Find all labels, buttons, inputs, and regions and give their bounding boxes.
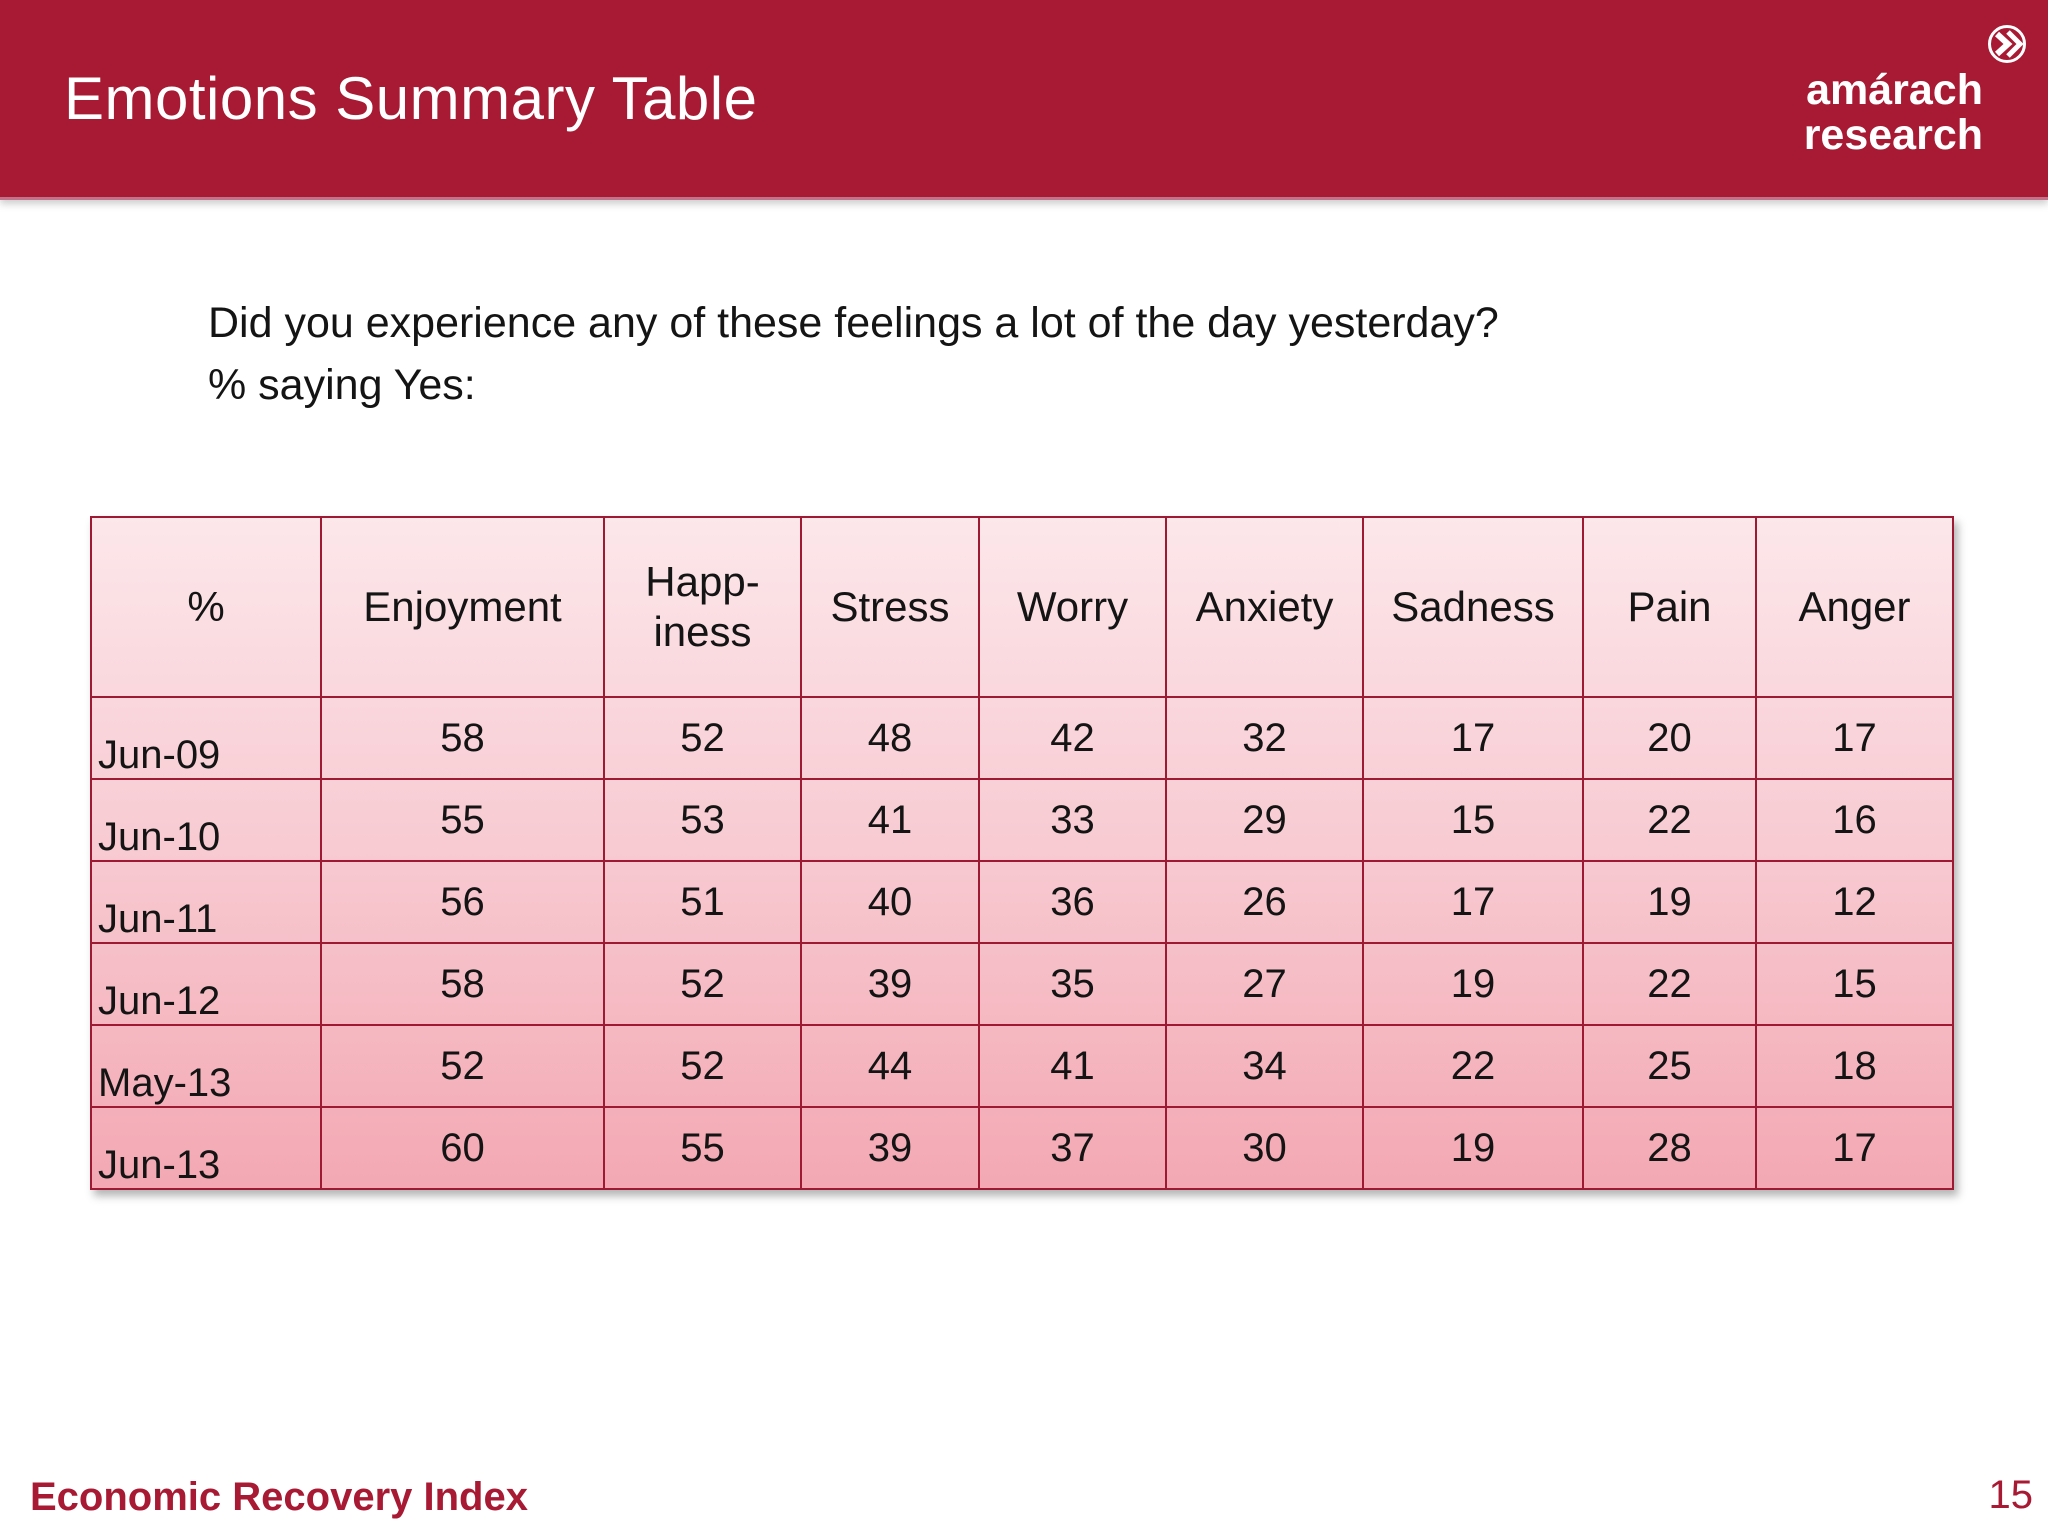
value-cell: 15 <box>1755 942 1954 1026</box>
row-label: May-13 <box>90 1024 322 1108</box>
value-cell: 58 <box>320 942 605 1026</box>
value-cell: 58 <box>320 696 605 780</box>
value-cell: 37 <box>978 1106 1167 1190</box>
value-cell: 56 <box>320 860 605 944</box>
col-header-enjoyment: Enjoyment <box>320 516 605 698</box>
col-header-anger: Anger <box>1755 516 1954 698</box>
value-cell: 25 <box>1582 1024 1757 1108</box>
logo-text: amárach research <box>1804 68 2028 158</box>
value-cell: 33 <box>978 778 1167 862</box>
table-row-jun-12: Jun-12 58 52 39 35 27 19 22 15 <box>90 942 1954 1026</box>
row-label: Jun-10 <box>90 778 322 862</box>
col-header-percent: % <box>90 516 322 698</box>
col-header-anxiety: Anxiety <box>1165 516 1364 698</box>
value-cell: 17 <box>1755 696 1954 780</box>
value-cell: 39 <box>800 942 980 1026</box>
value-cell: 19 <box>1362 942 1584 1026</box>
value-cell: 20 <box>1582 696 1757 780</box>
col-header-worry: Worry <box>978 516 1167 698</box>
value-cell: 40 <box>800 860 980 944</box>
value-cell: 28 <box>1582 1106 1757 1190</box>
value-cell: 29 <box>1165 778 1364 862</box>
value-cell: 22 <box>1362 1024 1584 1108</box>
value-cell: 19 <box>1362 1106 1584 1190</box>
value-cell: 41 <box>978 1024 1167 1108</box>
row-label: Jun-11 <box>90 860 322 944</box>
value-cell: 32 <box>1165 696 1364 780</box>
table-row-jun-13: Jun-13 60 55 39 37 30 19 28 17 <box>90 1106 1954 1190</box>
footer-title: Economic Recovery Index <box>30 1475 528 1519</box>
value-cell: 52 <box>320 1024 605 1108</box>
value-cell: 30 <box>1165 1106 1364 1190</box>
col-header-pain: Pain <box>1582 516 1757 698</box>
col-header-stress: Stress <box>800 516 980 698</box>
emotions-table: % Enjoyment Happ- iness Stress Worry Anx… <box>90 516 1954 1190</box>
value-cell: 27 <box>1165 942 1364 1026</box>
value-cell: 55 <box>320 778 605 862</box>
question-line-1: Did you experience any of these feelings… <box>208 299 1499 347</box>
logo-line-2: research <box>1803 111 1983 159</box>
value-cell: 17 <box>1755 1106 1954 1190</box>
value-cell: 18 <box>1755 1024 1954 1108</box>
value-cell: 15 <box>1362 778 1584 862</box>
value-cell: 26 <box>1165 860 1364 944</box>
value-cell: 36 <box>978 860 1167 944</box>
value-cell: 19 <box>1582 860 1757 944</box>
table-row-jun-10: Jun-10 55 53 41 33 29 15 22 16 <box>90 778 1954 862</box>
value-cell: 41 <box>800 778 980 862</box>
value-cell: 60 <box>320 1106 605 1190</box>
value-cell: 17 <box>1362 696 1584 780</box>
value-cell: 52 <box>603 942 802 1026</box>
col-header-sadness: Sadness <box>1362 516 1584 698</box>
double-chevron-right-circle-icon <box>1988 25 2026 63</box>
header-banner: Emotions Summary Table amárach research <box>0 0 2048 200</box>
value-cell: 12 <box>1755 860 1954 944</box>
value-cell: 53 <box>603 778 802 862</box>
table-row-may-13: May-13 52 52 44 41 34 22 25 18 <box>90 1024 1954 1108</box>
value-cell: 52 <box>603 696 802 780</box>
row-label: Jun-13 <box>90 1106 322 1190</box>
value-cell: 34 <box>1165 1024 1364 1108</box>
value-cell: 48 <box>800 696 980 780</box>
table-header-row: % Enjoyment Happ- iness Stress Worry Anx… <box>90 516 1954 698</box>
value-cell: 42 <box>978 696 1167 780</box>
question-line-2: % saying Yes: <box>208 361 476 409</box>
value-cell: 55 <box>603 1106 802 1190</box>
value-cell: 39 <box>800 1106 980 1190</box>
value-cell: 22 <box>1582 942 1757 1026</box>
slide-title: Emotions Summary Table <box>64 65 758 132</box>
table-row-jun-09: Jun-09 58 52 48 42 32 17 20 17 <box>90 696 1954 780</box>
row-label: Jun-09 <box>90 696 322 780</box>
value-cell: 16 <box>1755 778 1954 862</box>
value-cell: 51 <box>603 860 802 944</box>
value-cell: 22 <box>1582 778 1757 862</box>
row-label: Jun-12 <box>90 942 322 1026</box>
value-cell: 52 <box>603 1024 802 1108</box>
value-cell: 35 <box>978 942 1167 1026</box>
question-text: Did you experience any of these feelings… <box>208 292 1499 416</box>
table-row-jun-11: Jun-11 56 51 40 36 26 17 19 12 <box>90 860 1954 944</box>
logo-line-1: amárach <box>1806 66 1983 114</box>
value-cell: 17 <box>1362 860 1584 944</box>
col-header-happiness: Happ- iness <box>603 516 802 698</box>
amarach-logo: amárach research <box>1804 20 2028 158</box>
value-cell: 44 <box>800 1024 980 1108</box>
page-number: 15 <box>1988 1473 2034 1517</box>
